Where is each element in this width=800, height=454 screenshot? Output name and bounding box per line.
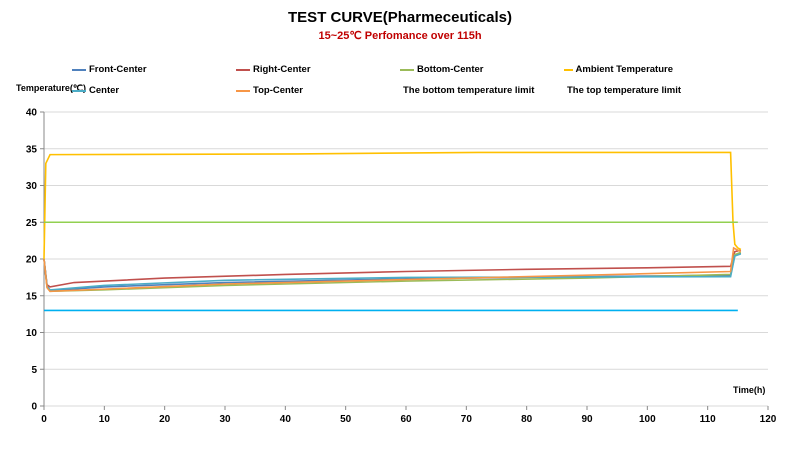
x-tick-label: 10 xyxy=(99,414,111,425)
y-tick-label: 40 xyxy=(26,108,38,119)
legend-item: Bottom-Center xyxy=(400,64,509,75)
series-line-ambient-temperature xyxy=(43,151,742,260)
x-axis-label: Time(h) xyxy=(733,385,765,395)
legend-swatch xyxy=(72,89,86,92)
series-line-center xyxy=(43,253,742,291)
x-tick-label: 80 xyxy=(521,414,533,425)
x-tick-label: 50 xyxy=(340,414,352,425)
y-tick-label: 5 xyxy=(31,365,37,376)
x-tick-label: 100 xyxy=(639,414,656,425)
legend-swatch xyxy=(72,68,86,71)
y-axis-label: Temperature(℃) xyxy=(16,83,86,93)
legend-swatch xyxy=(400,68,414,71)
legend-swatch xyxy=(236,89,250,92)
y-tick-label: 0 xyxy=(31,402,37,413)
y-tick-label: 20 xyxy=(26,255,38,266)
legend-item: Front-Center xyxy=(72,64,181,75)
chart-subtitle: 15~25℃ Perfomance over 115h xyxy=(318,30,482,42)
legend-item: Ambient Temperature xyxy=(564,64,673,75)
y-tick-label: 25 xyxy=(26,218,38,229)
legend-item: Top-Center xyxy=(236,85,345,96)
legend-label: Ambient Temperature xyxy=(575,64,673,75)
x-tick-label: 120 xyxy=(760,414,777,425)
x-tick-label: 60 xyxy=(400,414,412,425)
x-tick-label: 40 xyxy=(280,414,292,425)
legend-swatch xyxy=(564,68,573,71)
y-tick-label: 10 xyxy=(26,328,38,339)
legend-label: The top temperature limit xyxy=(567,85,682,96)
legend-label: Top-Center xyxy=(253,85,303,96)
x-tick-label: 70 xyxy=(461,414,473,425)
legend-swatch xyxy=(236,68,250,71)
x-tick-label: 20 xyxy=(159,414,171,425)
legend-item: Right-Center xyxy=(236,64,345,75)
legend-label: Center xyxy=(89,85,120,96)
legend-item: The bottom temperature limit xyxy=(400,85,534,96)
series-line-top-center xyxy=(43,246,742,293)
y-tick-label: 30 xyxy=(26,181,38,192)
legend-label: Right-Center xyxy=(253,64,311,75)
x-tick-label: 110 xyxy=(700,414,717,425)
chart-title: TEST CURVE(Pharmeceuticals) xyxy=(288,9,512,26)
y-tick-label: 15 xyxy=(26,291,38,302)
legend-item: Center xyxy=(72,85,181,96)
y-tick-label: 35 xyxy=(26,144,38,155)
legend-label: Bottom-Center xyxy=(417,64,484,75)
x-tick-label: 30 xyxy=(219,414,231,425)
x-tick-label: 0 xyxy=(41,414,47,425)
legend-label: The bottom temperature limit xyxy=(403,85,535,96)
x-tick-label: 90 xyxy=(581,414,593,425)
legend-label: Front-Center xyxy=(89,64,147,75)
legend: Front-Center Right-Center Bottom-Center Amb… xyxy=(72,64,792,96)
legend-item: The top temperature limit xyxy=(564,85,681,96)
